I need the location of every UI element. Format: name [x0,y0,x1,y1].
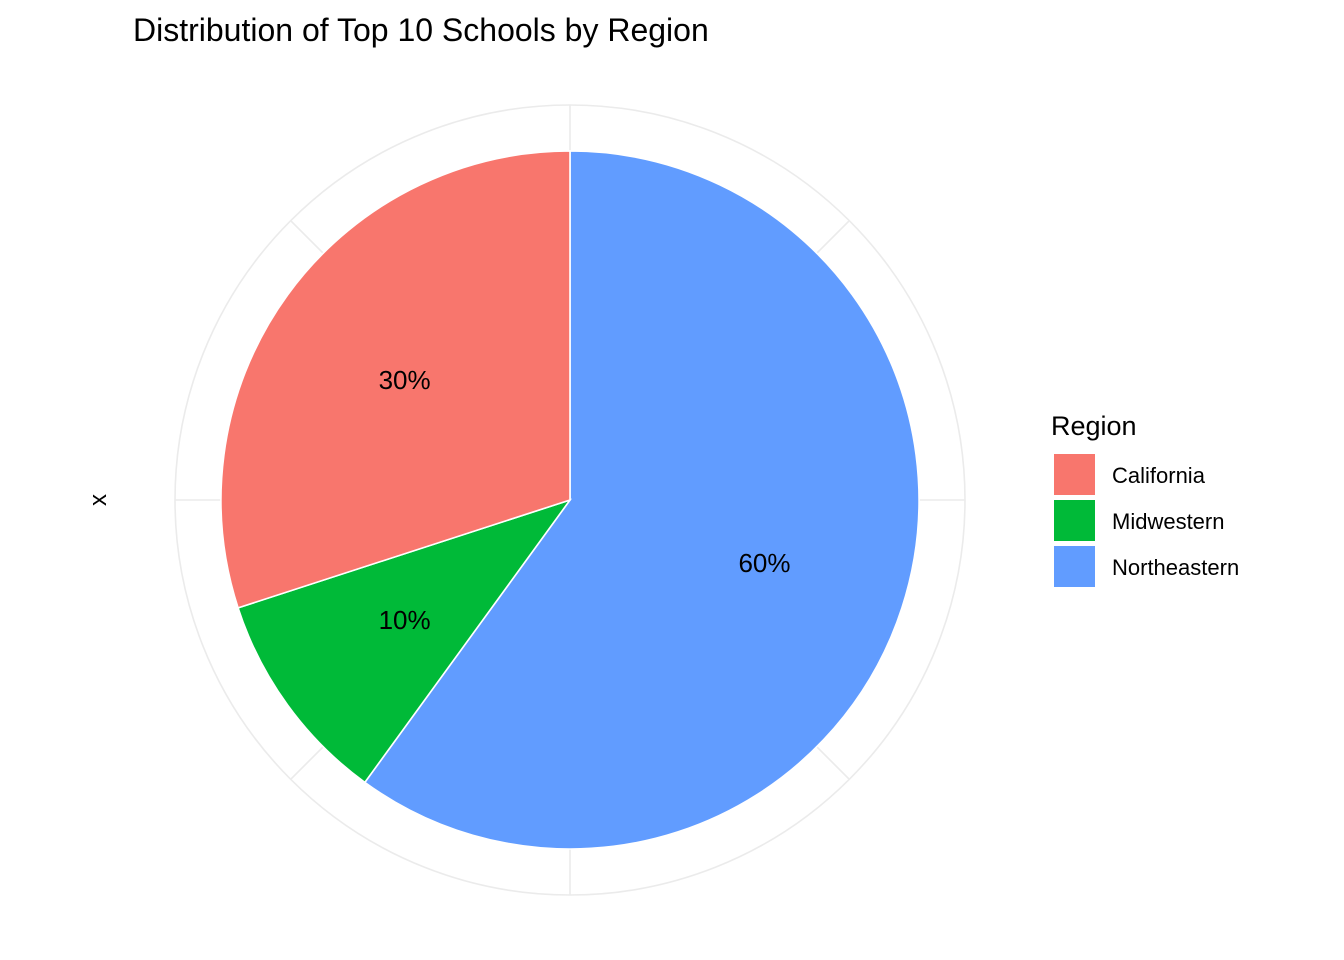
slice-labels: 60% 10% 30% [379,365,791,635]
legend-swatch-california [1054,454,1095,495]
legend-label-california: California [1112,463,1206,488]
pie-slice-california [220,150,571,609]
legend-label-northeastern: Northeastern [1112,555,1239,580]
y-axis-label: x [85,494,112,506]
pie-slices [220,150,920,850]
slice-label-midwestern: 10% [379,605,431,635]
legend-swatch-northeastern [1054,546,1095,587]
slice-label-california: 30% [379,365,431,395]
pie-slice-northeastern [363,150,920,850]
legend-items: California Midwestern Northeastern [1054,454,1239,587]
legend-title: Region [1051,411,1137,441]
pie-slice-midwestern [237,498,573,784]
legend: Region California Midwestern Northeastern [1051,411,1239,587]
slice-label-northeastern: 60% [738,548,790,578]
legend-label-midwestern: Midwestern [1112,509,1224,534]
chart-title: Distribution of Top 10 Schools by Region [133,12,709,48]
legend-swatch-midwestern [1054,500,1095,541]
